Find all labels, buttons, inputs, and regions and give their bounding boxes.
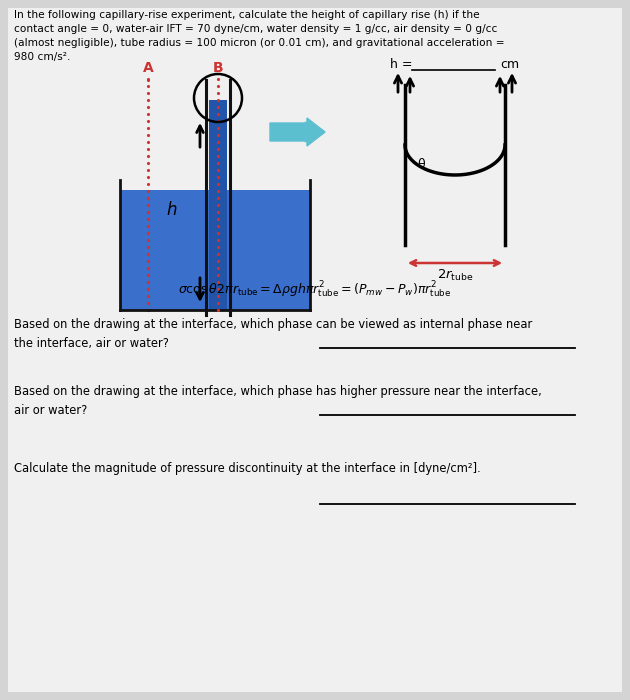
Text: Calculate the magnitude of pressure discontinuity at the interface in [dyne/cm²]: Calculate the magnitude of pressure disc… [14, 462, 481, 475]
Text: (almost negligible), tube radius = 100 micron (or 0.01 cm), and gravitational ac: (almost negligible), tube radius = 100 m… [14, 38, 505, 48]
FancyArrow shape [270, 118, 325, 146]
Text: 980 cm/s².: 980 cm/s². [14, 52, 71, 62]
Text: Based on the drawing at the interface, which phase has higher pressure near the : Based on the drawing at the interface, w… [14, 385, 542, 416]
Text: h: h [167, 201, 177, 219]
Text: In the following capillary-rise experiment, calculate the height of capillary ri: In the following capillary-rise experime… [14, 10, 479, 20]
FancyBboxPatch shape [209, 100, 227, 310]
Text: cm: cm [500, 59, 519, 71]
Text: h =: h = [390, 59, 413, 71]
Text: B: B [213, 61, 223, 75]
Text: contact angle = 0, water-air IFT = 70 dyne/cm, water density = 1 g/cc, air densi: contact angle = 0, water-air IFT = 70 dy… [14, 24, 497, 34]
Text: $2r_{\mathrm{tube}}$: $2r_{\mathrm{tube}}$ [437, 268, 473, 283]
Text: Based on the drawing at the interface, which phase can be viewed as internal pha: Based on the drawing at the interface, w… [14, 318, 532, 349]
Text: $\sigma \cos\theta 2\pi r_{\mathrm{tube}} = \Delta\rho g h \pi r^2_{\mathrm{tube: $\sigma \cos\theta 2\pi r_{\mathrm{tube}… [178, 280, 452, 300]
FancyBboxPatch shape [8, 8, 622, 692]
FancyBboxPatch shape [120, 190, 310, 310]
Text: A: A [142, 61, 153, 75]
Text: θ: θ [417, 158, 425, 172]
